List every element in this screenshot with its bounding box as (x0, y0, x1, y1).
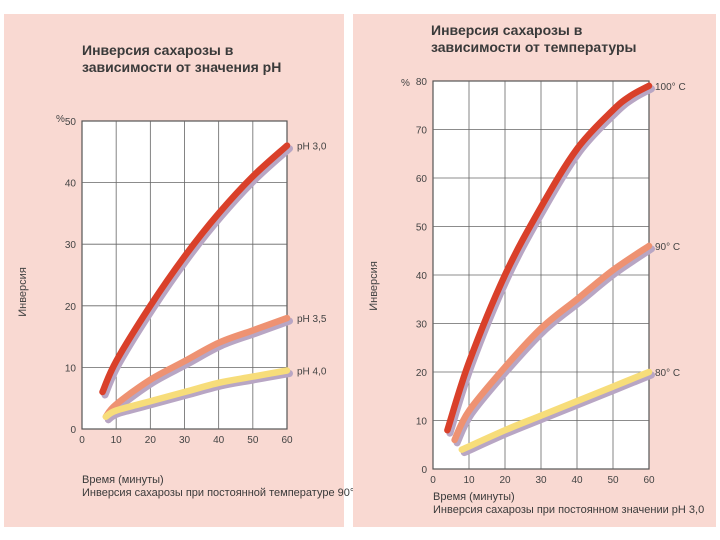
y-tick-label: 50 (416, 223, 428, 234)
series-line (451, 242, 653, 444)
chart-temperature-svg: 0 10 20 30 40 50 60 0 10 20 30 40 50 60 70 80% Инверсия 1… (368, 77, 686, 486)
y-tick-label: 50 (65, 117, 77, 128)
y-tick-label: 70 (416, 126, 428, 137)
series-label: 100° C (655, 82, 686, 93)
series-label: pH 4,0 (297, 366, 327, 377)
series-shadow (104, 370, 293, 424)
chart-panel-temperature: Инверсия сахарозы в зависимости от темпе… (353, 14, 716, 527)
chart-title-line-2: зависимости от температуры (431, 39, 637, 55)
y-tick-label: 80 (416, 77, 428, 88)
y-tick-label: 20 (65, 302, 77, 313)
y-tick-label: 10 (65, 363, 77, 374)
series-line (458, 368, 653, 453)
series-line (102, 367, 291, 420)
y-unit-label: % (56, 114, 65, 125)
chart-title: Инверсия сахарозы в зависимости от темпе… (431, 22, 691, 56)
series-label: pH 3,5 (297, 314, 327, 325)
x-axis-label: Время (минуты) (82, 474, 164, 486)
x-tick-label: 50 (247, 435, 259, 446)
y-tick-label: 10 (416, 417, 428, 428)
chart-caption: Инверсия сахарозы при постоянной темпера… (82, 487, 366, 499)
x-tick-label: 10 (463, 475, 475, 486)
y-tick-label: 30 (65, 240, 77, 251)
series-shadow (446, 85, 655, 437)
y-axis-label: Инверсия (17, 267, 29, 317)
series-line (102, 314, 291, 420)
y-tick-label: 0 (70, 425, 76, 436)
chart-title-line-1: Инверсия сахарозы в (82, 42, 234, 58)
y-tick-label: 0 (421, 465, 427, 476)
chart-title: Инверсия сахарозы в зависимости от значе… (82, 42, 332, 76)
series-label: 90° C (655, 242, 680, 253)
x-tick-label: 30 (535, 475, 547, 486)
x-tick-label: 40 (213, 435, 225, 446)
series-label: pH 3,0 (297, 142, 327, 153)
series-shadow (101, 145, 293, 399)
series-shadow (453, 245, 655, 447)
x-axis-label: Время (минуты) (433, 491, 515, 503)
x-tick-label: 10 (111, 435, 123, 446)
y-tick-label: 40 (65, 179, 77, 190)
chart-caption: Инверсия сахарозы при постоянном значени… (433, 504, 705, 516)
y-tick-label: 20 (416, 368, 428, 379)
y-tick-label: 60 (416, 174, 428, 185)
chart-panel-ph: Инверсия сахарозы в зависимости от значе… (4, 14, 365, 527)
series-label: 80° C (655, 368, 680, 379)
series-line (99, 142, 291, 396)
series-line (444, 82, 653, 434)
x-tick-label: 60 (643, 475, 655, 486)
x-tick-label: 40 (571, 475, 583, 486)
x-tick-label: 50 (607, 475, 619, 486)
series-shadow (460, 371, 655, 457)
chart-ph-svg: 0 10 20 30 40 50 60 0 10 20 30 40 50% Инверсия pH 3,0 p… (17, 114, 327, 446)
x-tick-label: 60 (281, 435, 293, 446)
y-tick-label: 40 (416, 271, 428, 282)
chart-title-line-1: Инверсия сахарозы в (431, 22, 583, 38)
x-tick-label: 0 (430, 475, 436, 486)
y-axis-label: Инверсия (368, 261, 380, 311)
y-unit-label: % (401, 78, 410, 89)
x-tick-label: 30 (179, 435, 191, 446)
chart-title-line-2: зависимости от значения pH (82, 59, 282, 75)
x-tick-label: 20 (499, 475, 511, 486)
y-tick-label: 30 (416, 320, 428, 331)
x-tick-label: 0 (79, 435, 85, 446)
x-tick-label: 20 (145, 435, 157, 446)
